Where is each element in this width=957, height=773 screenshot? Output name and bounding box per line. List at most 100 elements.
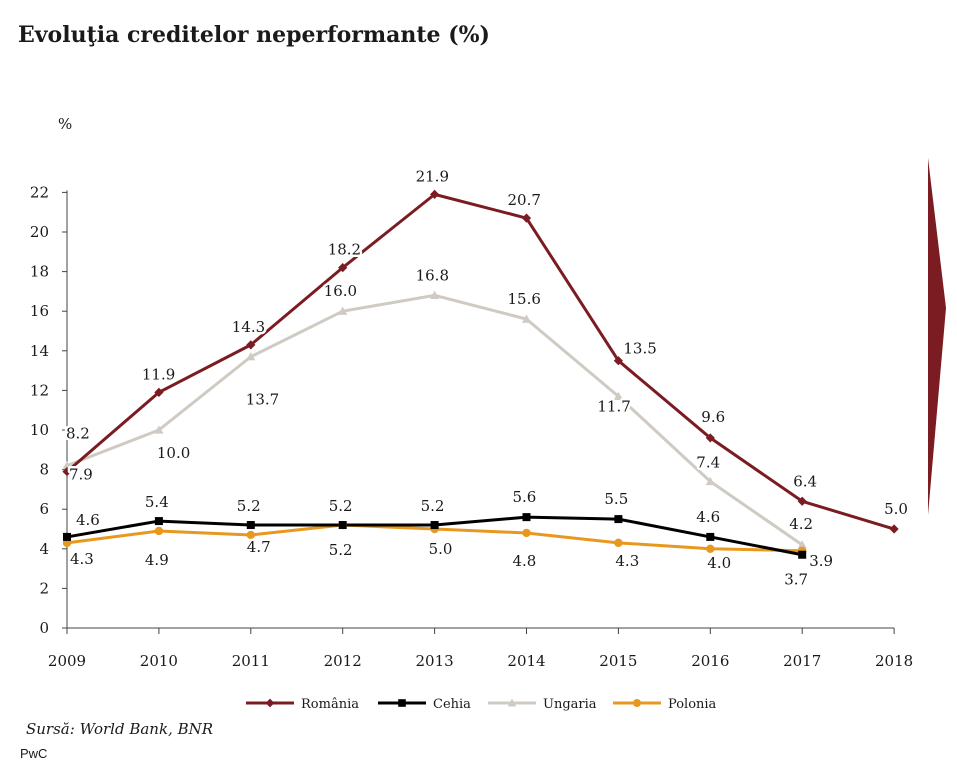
data-point [246, 340, 256, 350]
data-labels: 7.9 11.9 14.3 18.2 21.9 20.7 13.5 9.6 6.4 5.0 4.6 5… [64, 165, 911, 591]
x-tick-label: 2015 [599, 652, 637, 670]
data-label: 4.3 [615, 552, 639, 570]
y-tick-label: 16 [30, 302, 49, 320]
legend-label: Cehia [433, 697, 471, 712]
data-label: 5.5 [604, 490, 628, 508]
data-point [706, 544, 715, 553]
series-lines [66, 192, 895, 557]
data-point [614, 515, 623, 524]
data-point [797, 540, 807, 549]
y-tick-label: 6 [39, 500, 49, 518]
data-point [613, 356, 623, 366]
data-point [706, 532, 715, 541]
data-point [154, 425, 164, 434]
data-label: 7.4 [696, 453, 720, 471]
data-point [797, 496, 807, 506]
y-tick-label: 22 [30, 183, 49, 201]
data-label: 9.6 [701, 408, 725, 426]
x-tick-label: 2011 [232, 652, 270, 670]
data-label: 4.3 [70, 550, 94, 568]
data-label: 14.3 [232, 318, 265, 336]
data-label: 11.9 [142, 365, 175, 383]
series-markers [62, 189, 899, 559]
data-point [338, 306, 348, 315]
data-label: 4.8 [513, 552, 537, 570]
data-point [521, 314, 532, 323]
data-label: 4.2 [789, 515, 813, 533]
x-tick-label: 2016 [691, 652, 729, 670]
data-label: 5.2 [329, 497, 353, 515]
data-label: 18.2 [328, 241, 361, 259]
legend-label: Polonia [668, 697, 717, 712]
legend-swatch-marker [398, 699, 406, 707]
source-note: Sursă: World Bank, BNR [26, 720, 214, 738]
x-tick-label: 2013 [416, 652, 454, 670]
data-label: 8.2 [66, 425, 90, 443]
y-tick-label: 10 [30, 421, 49, 439]
data-label: 4.0 [707, 554, 731, 572]
legend-label: Ungaria [543, 697, 597, 712]
series-line [66, 192, 895, 531]
data-point [338, 263, 348, 273]
y-tick-label: 0 [39, 619, 49, 637]
data-label: 5.2 [237, 497, 261, 515]
data-label: 6.4 [793, 472, 817, 490]
data-point [521, 213, 532, 223]
x-axis-ticks: 2009 2010 2011 2012 2013 2014 2015 2016 2017 2018 [48, 628, 913, 670]
data-label: 16.0 [324, 282, 357, 300]
x-tick-label: 2010 [140, 652, 178, 670]
data-point [889, 524, 899, 534]
data-point [798, 550, 807, 559]
data-label: 5.0 [429, 540, 453, 558]
data-point [705, 433, 715, 443]
y-tick-label: 14 [30, 342, 49, 360]
x-tick-label: 2018 [875, 652, 913, 670]
legend-swatch-marker [507, 698, 517, 707]
data-point [62, 466, 72, 477]
data-label: 21.9 [416, 167, 449, 185]
data-point [246, 530, 255, 540]
data-label: 4.6 [696, 508, 720, 526]
data-label: 13.7 [246, 391, 279, 409]
data-point [154, 517, 163, 526]
data-point [246, 352, 256, 361]
data-point [430, 521, 439, 530]
y-axis-unit-label: % [58, 115, 72, 133]
data-label: 13.5 [623, 340, 656, 358]
legend: România Cehia Ungaria Polonia [246, 697, 717, 712]
data-label: 5.2 [421, 497, 445, 515]
data-point [430, 189, 440, 199]
y-tick-label: 4 [39, 540, 49, 558]
legend-swatch-marker [633, 699, 641, 707]
y-tick-label: 8 [39, 461, 49, 479]
data-point [614, 538, 623, 548]
chart-title: Evoluţia creditelor neperformante (%) [18, 22, 490, 48]
data-point [705, 476, 715, 486]
data-label: 4.7 [247, 538, 271, 556]
data-point [338, 521, 347, 530]
data-point [154, 526, 164, 536]
data-point [246, 521, 255, 530]
data-label: 5.4 [145, 493, 169, 511]
x-tick-label: 2014 [507, 652, 545, 670]
y-axis-ticks: 0 2 4 6 8 10 12 14 16 18 20 22 [30, 183, 67, 637]
y-tick-label: 12 [30, 381, 49, 399]
data-label: 10.0 [157, 444, 190, 462]
data-point [63, 532, 71, 541]
y-tick-label: 20 [30, 223, 49, 241]
data-label: 7.9 [69, 466, 93, 484]
y-tick-label: 2 [39, 579, 49, 597]
x-tick-label: 2012 [324, 652, 362, 670]
data-label: 20.7 [508, 191, 541, 209]
data-label: 3.9 [809, 552, 833, 570]
data-label: 4.9 [145, 551, 169, 569]
decorative-arrow [928, 158, 946, 515]
data-label: 5.6 [513, 488, 537, 506]
brand-label: PwC [20, 746, 48, 761]
data-point [62, 461, 72, 470]
data-label: 5.2 [329, 541, 353, 559]
data-point [613, 391, 623, 401]
legend-label: România [301, 697, 359, 712]
x-tick-label: 2009 [48, 652, 86, 670]
